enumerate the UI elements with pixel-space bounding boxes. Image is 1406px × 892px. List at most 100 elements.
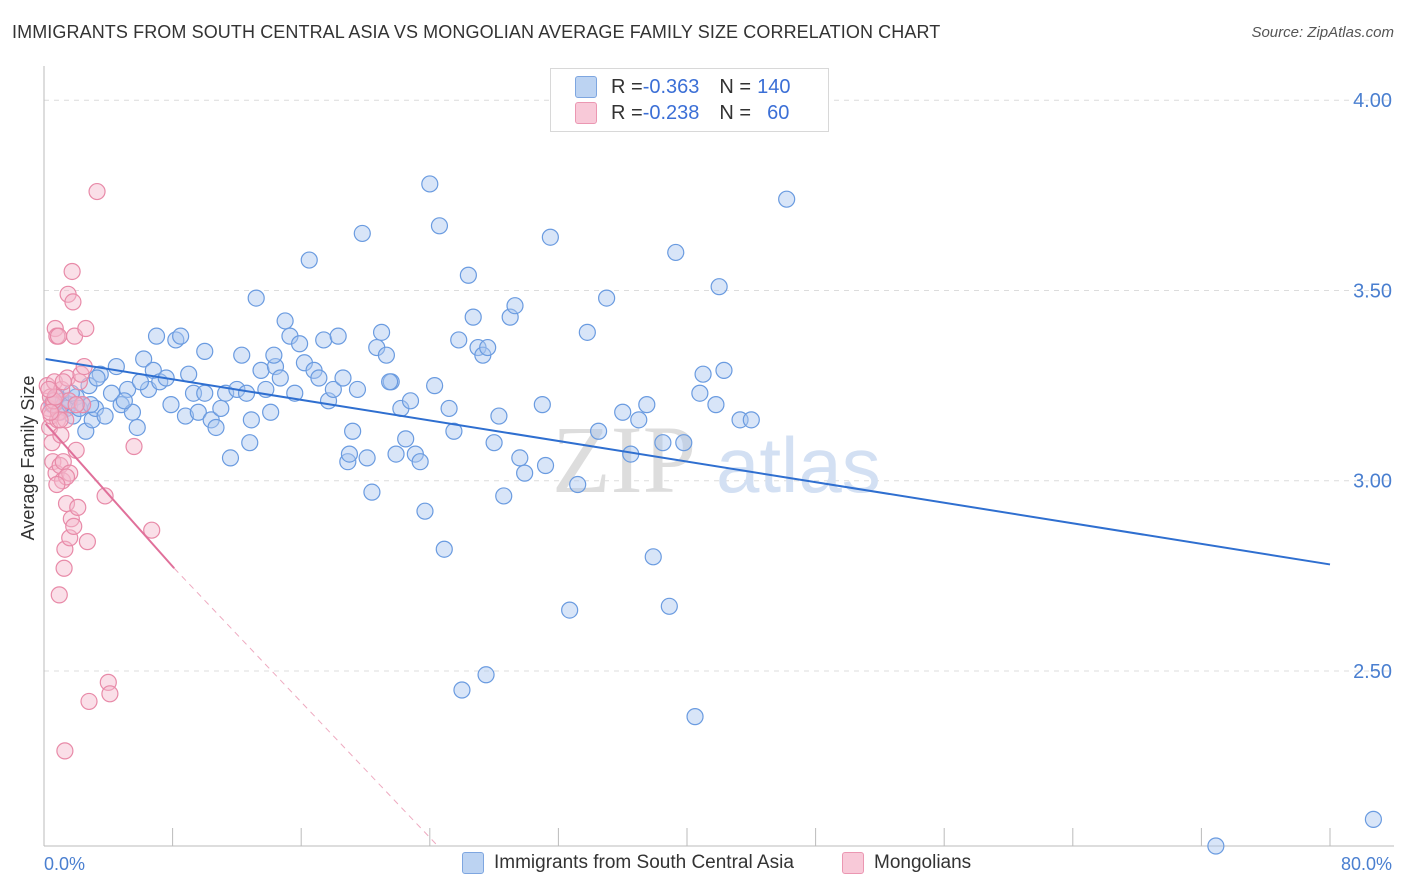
data-point-immigrants: [237, 384, 256, 402]
data-point-immigrants: [445, 422, 463, 440]
data-point-immigrants: [276, 312, 294, 330]
data-point-immigrants: [176, 407, 195, 425]
data-point-mongolians: [67, 396, 85, 414]
legend-r-label: R =: [611, 101, 643, 124]
legend-row-mongolians: R = -0.238 N = 60: [575, 101, 789, 125]
data-point-immigrants: [262, 403, 280, 421]
data-point-immigrants: [102, 384, 121, 402]
data-point-immigrants: [189, 403, 207, 421]
trend-line-mongolians: [44, 422, 175, 569]
data-point-immigrants: [430, 217, 449, 235]
data-point-immigrants: [1207, 837, 1225, 855]
y-tick-label: 4.00: [1353, 90, 1392, 112]
data-point-immigrants: [614, 403, 632, 421]
data-point-mongolians: [48, 475, 66, 494]
legend-n-label: N =: [719, 101, 752, 124]
data-point-immigrants: [180, 365, 198, 383]
series-legend-label: Immigrants from South Central Asia: [494, 852, 794, 873]
legend-r-value: -0.238: [642, 101, 700, 124]
data-point-immigrants: [310, 369, 328, 387]
trend-lines: [44, 357, 1331, 847]
data-point-mongolians: [40, 380, 58, 399]
data-point-immigrants: [207, 418, 225, 437]
data-point-mongolians: [69, 498, 87, 516]
data-point-immigrants: [638, 396, 656, 414]
data-point-immigrants: [300, 251, 318, 269]
data-point-immigrants: [147, 327, 166, 345]
series-legend-immigrants: Immigrants from South Central Asia: [462, 852, 794, 874]
data-point-mongolians: [41, 403, 60, 421]
data-point-immigrants: [450, 331, 468, 349]
data-point-immigrants: [340, 445, 359, 463]
data-point-immigrants: [252, 361, 270, 379]
data-point-mongolians: [101, 685, 119, 703]
data-point-immigrants: [426, 377, 444, 395]
series-legend: Immigrants from South Central Asia Mongo…: [0, 852, 1406, 876]
axes: [43, 66, 1394, 847]
data-point-mongolians: [88, 182, 106, 201]
tick-labels: 4.00 3.50 3.00 2.50 0.0% 80.0%: [44, 90, 1392, 874]
data-point-immigrants: [440, 399, 458, 418]
legend-r-label: R =: [611, 75, 643, 98]
data-point-immigrants: [710, 278, 728, 296]
data-point-mongolians: [57, 494, 76, 513]
data-point-immigrants: [715, 361, 733, 379]
data-point-immigrants: [233, 346, 251, 364]
data-point-immigrants: [196, 342, 214, 360]
watermark: ZIP atlas: [552, 406, 881, 513]
data-point-immigrants: [363, 483, 381, 501]
data-point-immigrants: [172, 327, 190, 345]
data-point-immigrants: [377, 346, 395, 364]
data-point-immigrants: [435, 540, 453, 558]
data-point-immigrants: [348, 380, 367, 399]
data-point-mongolians: [96, 487, 114, 505]
data-point-immigrants: [630, 411, 648, 429]
legend-swatch-blue: [575, 76, 597, 98]
y-tick-label: 3.50: [1353, 280, 1392, 302]
data-point-mongolians: [125, 437, 143, 456]
data-point-immigrants: [411, 453, 429, 471]
series-swatch-blue: [462, 852, 484, 874]
data-point-mongolians: [55, 559, 73, 577]
series-swatch-pink: [842, 852, 864, 874]
data-point-immigrants: [387, 445, 405, 463]
correlation-legend: R = -0.363 N = 140 R = -0.238 N = 60: [550, 68, 829, 132]
data-point-immigrants: [686, 708, 704, 726]
data-point-immigrants: [742, 411, 760, 429]
data-point-immigrants: [589, 422, 608, 440]
data-point-mongolians: [64, 293, 82, 311]
data-point-immigrants: [242, 411, 260, 429]
data-point-immigrants: [654, 434, 672, 452]
data-point-immigrants: [329, 327, 347, 345]
series-legend-label: Mongolians: [874, 852, 972, 873]
data-point-immigrants: [516, 464, 534, 482]
watermark-atlas: atlas: [716, 421, 881, 509]
data-point-immigrants: [334, 369, 352, 387]
trend-line-immigrants: [45, 357, 1331, 566]
data-point-immigrants: [115, 392, 133, 410]
data-point-immigrants: [453, 681, 471, 699]
data-point-immigrants: [778, 190, 796, 208]
data-point-mongolians: [78, 533, 97, 551]
data-point-immigrants: [381, 373, 399, 391]
data-point-immigrants: [128, 418, 146, 437]
data-point-immigrants: [344, 422, 362, 440]
data-point-immigrants: [533, 396, 551, 414]
data-point-immigrants: [265, 346, 283, 364]
series-mongolians-points: [38, 182, 161, 760]
data-point-mongolians: [49, 327, 68, 345]
legend-row-immigrants: R = -0.363 N = 140: [575, 75, 790, 99]
data-point-immigrants: [131, 373, 150, 391]
data-point-immigrants: [569, 475, 587, 494]
data-point-immigrants: [459, 266, 477, 284]
data-point-immigrants: [271, 369, 289, 387]
data-point-immigrants: [241, 434, 259, 452]
data-point-immigrants: [691, 384, 709, 402]
y-tick-label: 2.50: [1353, 661, 1392, 683]
data-point-immigrants: [667, 243, 685, 262]
legend-n-value: 140: [757, 75, 791, 98]
data-point-mongolians: [54, 373, 72, 391]
data-point-immigrants: [162, 396, 180, 414]
data-point-immigrants: [495, 487, 513, 505]
